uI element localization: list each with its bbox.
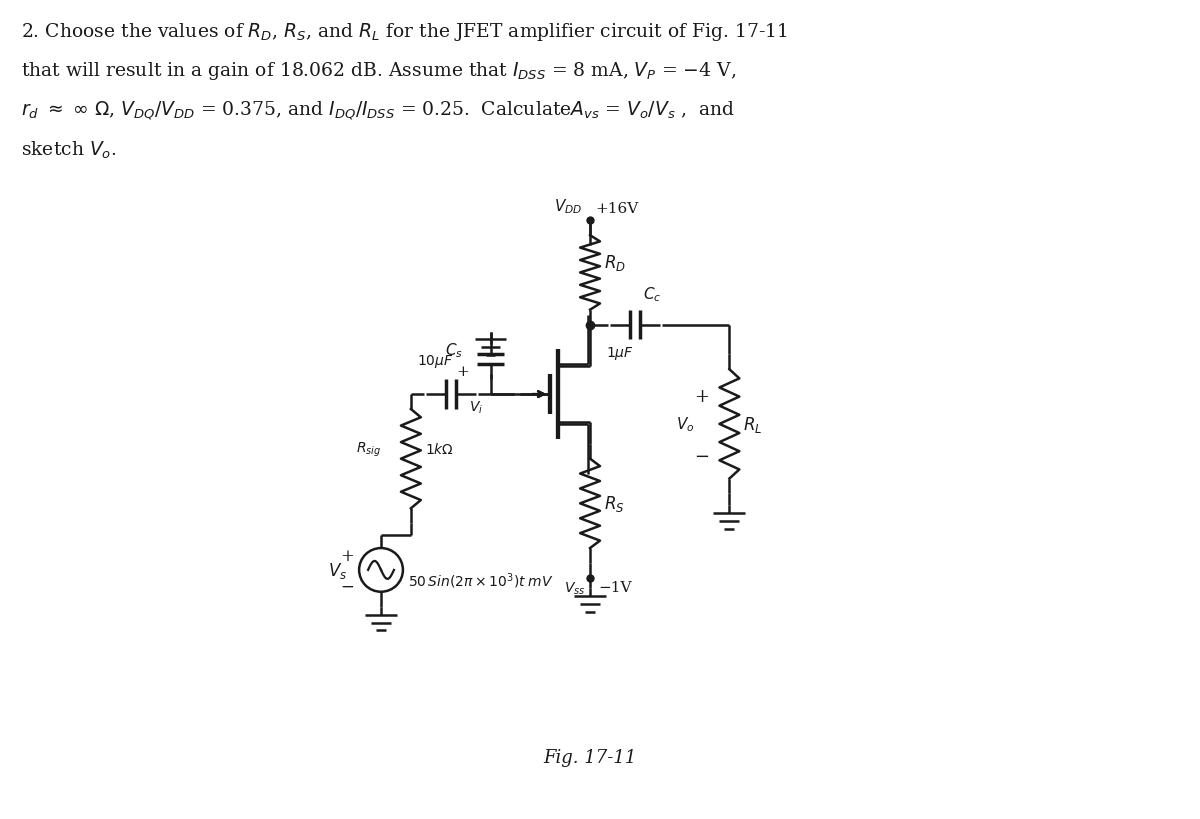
Text: +16V: +16V — [595, 202, 638, 216]
Text: $R_D$: $R_D$ — [604, 253, 626, 274]
Text: $C_s$: $C_s$ — [445, 341, 463, 360]
Text: +: + — [341, 548, 354, 565]
Text: $R_S$: $R_S$ — [604, 494, 624, 514]
Text: 2. Choose the values of $R_D$, $R_S$, and $R_L$ for the JFET amplifier circuit o: 2. Choose the values of $R_D$, $R_S$, an… — [20, 20, 787, 43]
Text: $50\,Sin(2\pi\times10^3)t\;mV$: $50\,Sin(2\pi\times10^3)t\;mV$ — [408, 570, 553, 590]
Text: that will result in a gain of 18.062 dB. Assume that $I_{DSS}$ = 8 mA, $V_P$ = $: that will result in a gain of 18.062 dB.… — [20, 61, 736, 82]
Text: $V_{ss}$: $V_{ss}$ — [564, 580, 586, 596]
Text: −: − — [341, 577, 354, 595]
Text: $R_{sig}$: $R_{sig}$ — [356, 440, 382, 459]
Text: $r_d$ $\approx$ $\infty$ $\Omega$, $V_{DQ}/V_{DD}$ = 0.375, and $I_{DQ}/I_{DSS}$: $r_d$ $\approx$ $\infty$ $\Omega$, $V_{D… — [20, 100, 734, 122]
Text: −1V: −1V — [598, 580, 631, 594]
Text: $10\mu F$: $10\mu F$ — [418, 353, 454, 370]
Text: $1k\Omega$: $1k\Omega$ — [425, 441, 454, 457]
Text: $R_L$: $R_L$ — [743, 414, 763, 434]
Text: $V_i$: $V_i$ — [469, 400, 482, 416]
Text: $V_o$: $V_o$ — [676, 415, 695, 434]
Text: sketch $V_o$.: sketch $V_o$. — [20, 140, 116, 161]
Text: +: + — [457, 364, 469, 378]
Text: $C_c$: $C_c$ — [643, 285, 661, 303]
Text: $V_{DD}$: $V_{DD}$ — [553, 197, 582, 216]
Text: +: + — [694, 387, 709, 405]
Text: $1\mu F$: $1\mu F$ — [606, 345, 634, 362]
Text: Fig. 17-11: Fig. 17-11 — [544, 748, 637, 766]
Text: −: − — [694, 447, 709, 465]
Text: $V_s$: $V_s$ — [328, 560, 347, 580]
